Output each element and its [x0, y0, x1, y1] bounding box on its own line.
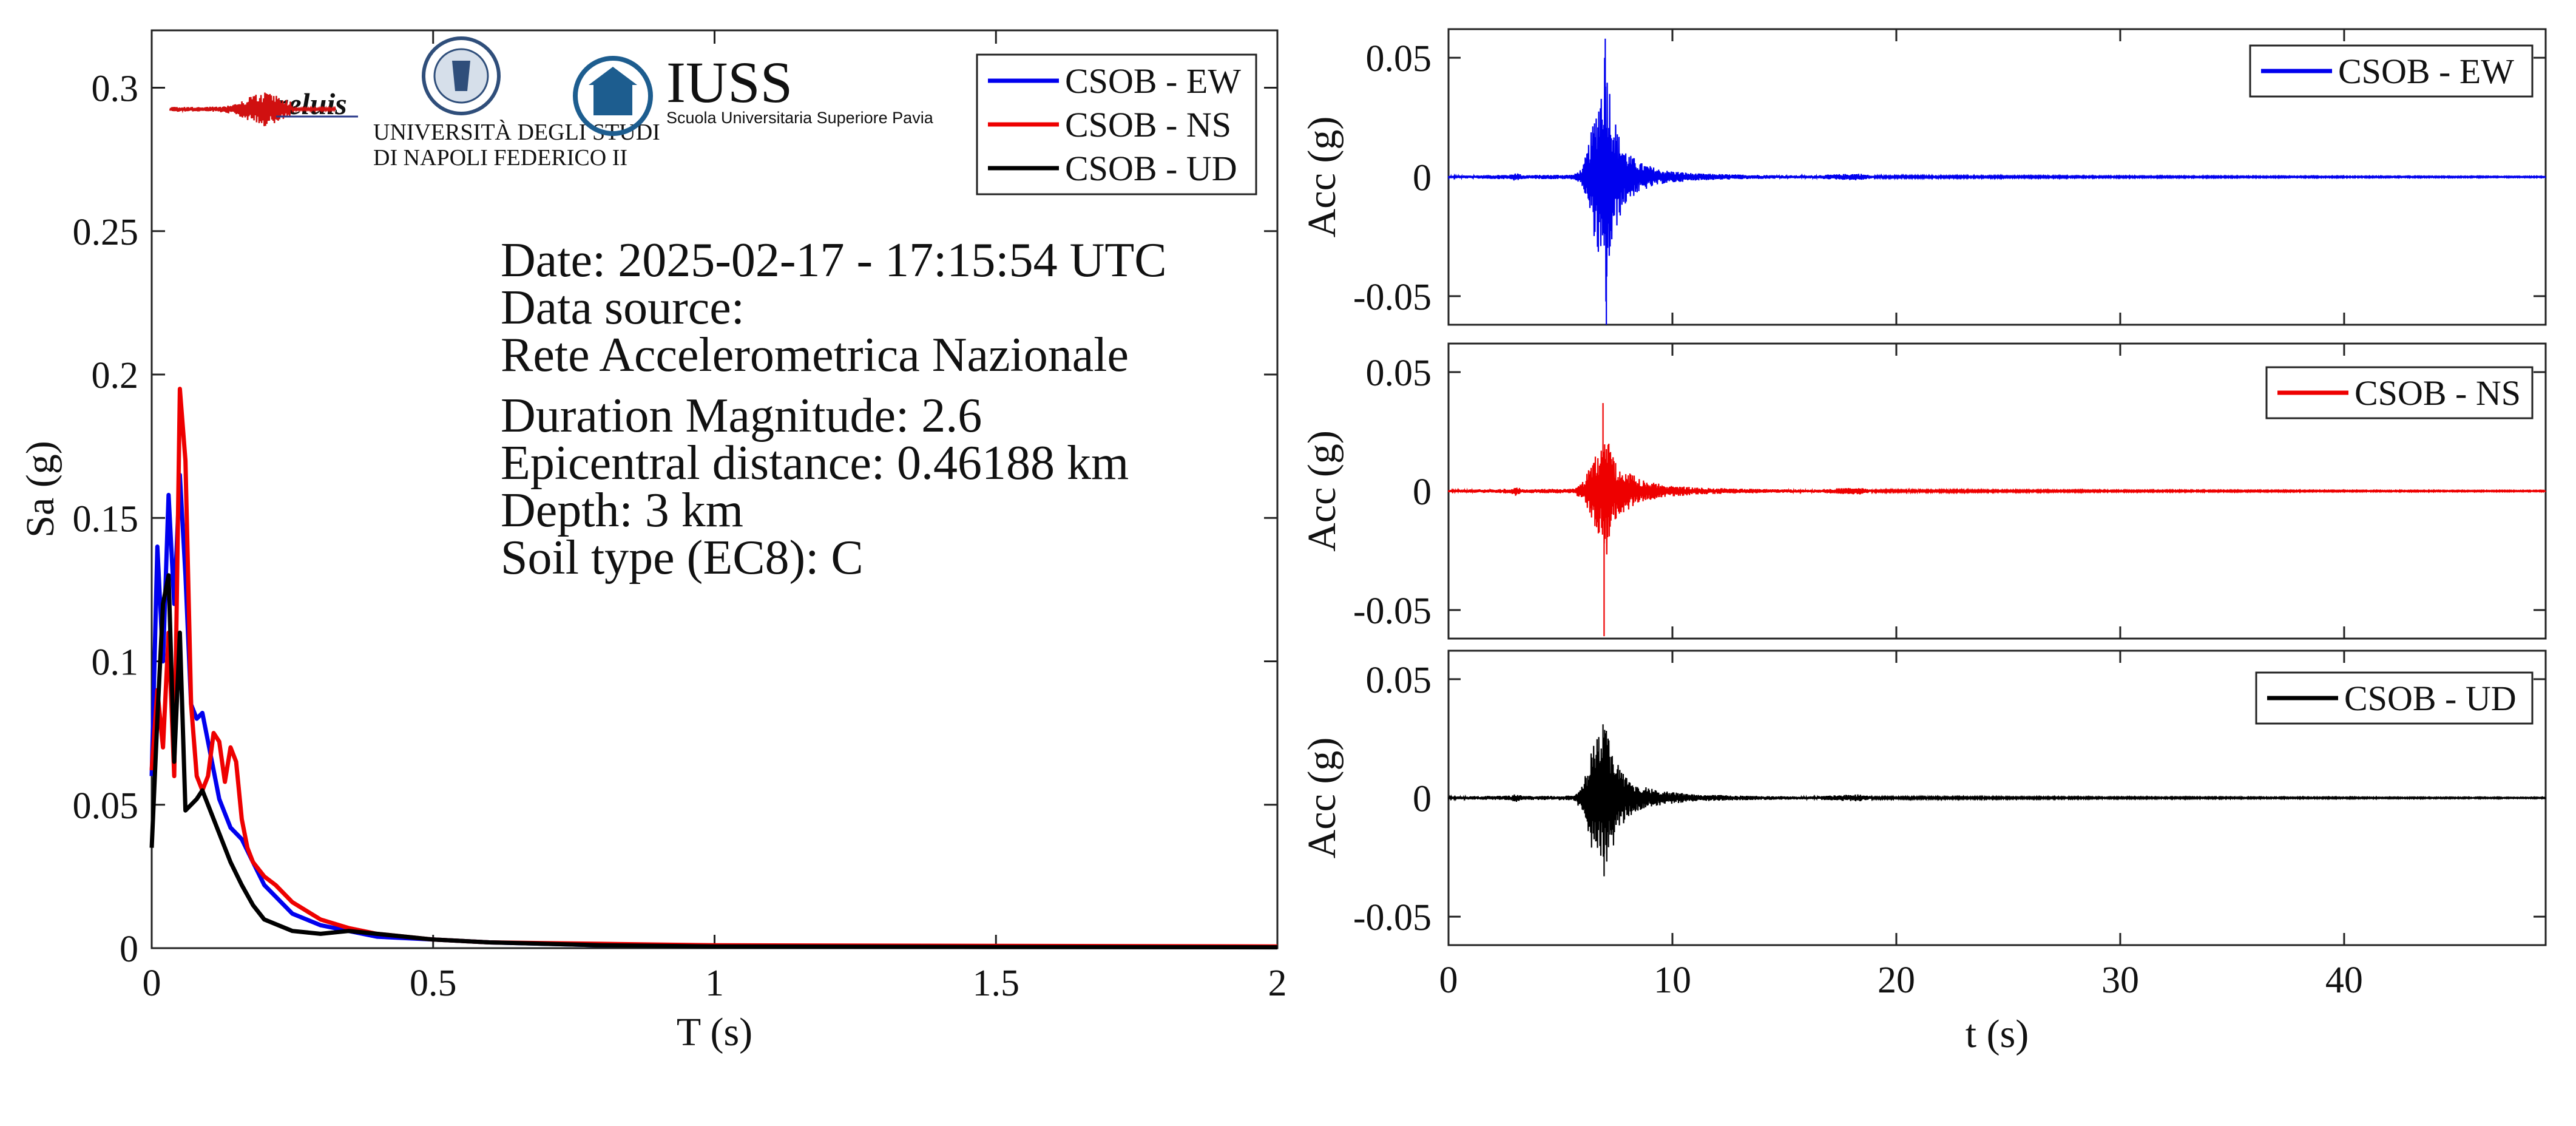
- y-tick-label: 0.1: [92, 642, 139, 683]
- legend-label: CSOB - NS: [2355, 373, 2521, 413]
- x-tick-label: 1.5: [973, 963, 1020, 1004]
- y-tick-label: 0: [1413, 158, 1432, 199]
- event-info: Date: 2025-02-17 - 17:15:54 UTC Data sou…: [501, 234, 1167, 585]
- info-epicentral-distance: Epicentral distance: 0.46188 km: [501, 436, 1129, 490]
- info-soil-type: Soil type (EC8): C: [501, 531, 864, 585]
- x-axis-label: t (s): [1966, 1012, 2029, 1056]
- y-tick-label: 0: [1413, 779, 1432, 820]
- info-data-source-label: Data source:: [501, 281, 745, 334]
- iuss-title: IUSS: [666, 50, 793, 115]
- x-tick-label: 2: [1268, 963, 1287, 1004]
- y-tick-label: 0.3: [92, 69, 139, 110]
- legend-label: CSOB - EW: [1065, 61, 1241, 101]
- info-date: Date: 2025-02-17 - 17:15:54 UTC: [501, 234, 1167, 287]
- x-tick-label: 0: [143, 963, 161, 1004]
- y-axis-label: Acc (g): [1300, 738, 1344, 859]
- waveform-ns: [1447, 403, 2546, 637]
- x-tick-label: 20: [1878, 960, 1915, 1001]
- x-tick-label: 40: [2325, 960, 2363, 1001]
- y-axis-label: Acc (g): [1300, 430, 1344, 552]
- acceleration-panel-ns: -0.05 0 0.05 Acc (g) CSOB - NS: [1300, 342, 2547, 640]
- spectrum-panel: 0 0.05 0.1 0.15 0.2 0.25 0.3 0 0.5 1 1.5 2 T (s) Sa (…: [18, 29, 1287, 1054]
- y-tick-label: -0.05: [1353, 591, 1432, 632]
- x-tick-label: 10: [1654, 960, 1691, 1001]
- legend-label: CSOB - EW: [2338, 52, 2514, 91]
- unina-text-line2: DI NAPOLI FEDERICO II: [373, 145, 627, 171]
- iuss-emblem-building: [593, 85, 632, 115]
- iuss-emblem-roof: [589, 67, 637, 85]
- y-tick-label: 0: [120, 929, 138, 970]
- reluis-logo: reluis: [169, 87, 358, 126]
- y-tick-label: 0.25: [73, 212, 139, 253]
- info-data-source: Rete Accelerometrica Nazionale: [501, 328, 1129, 382]
- y-tick-label: -0.05: [1353, 277, 1432, 318]
- series-line-ud: [149, 573, 1278, 950]
- x-tick-label: 1: [705, 963, 724, 1004]
- y-tick-label: 0.05: [1366, 38, 1432, 80]
- y-axis-label: Sa (g): [18, 441, 63, 537]
- y-tick-label: 0.15: [73, 498, 139, 540]
- iuss-subtitle: Scuola Universitaria Superiore Pavia: [666, 109, 934, 127]
- y-tick-label: 0: [1413, 472, 1432, 513]
- y-tick-label: 0.2: [92, 355, 139, 396]
- waveform-ew: [1447, 38, 2546, 325]
- y-tick-label: 0.05: [73, 785, 139, 827]
- reluis-wave-icon: [169, 92, 337, 126]
- iuss-emblem-icon: [573, 56, 653, 136]
- info-magnitude: Duration Magnitude: 2.6: [501, 389, 982, 443]
- y-tick-label: 0.05: [1366, 660, 1432, 701]
- y-axis-label: Acc (g): [1300, 117, 1344, 238]
- unina-seal-figure: [452, 61, 470, 91]
- x-tick-label: 30: [2101, 960, 2139, 1001]
- info-depth: Depth: 3 km: [501, 484, 743, 537]
- unina-seal-icon: [422, 36, 501, 115]
- x-axis-label: T (s): [677, 1010, 752, 1054]
- waveform-ud: [1447, 724, 2546, 877]
- legend-label: CSOB - UD: [2344, 679, 2517, 718]
- x-tick-label: 0.5: [410, 963, 457, 1004]
- legend-label: CSOB - NS: [1065, 105, 1231, 144]
- x-tick-label: 0: [1439, 960, 1458, 1001]
- acceleration-panel-ew: -0.05 0 0.05 Acc (g) CSOB - EW: [1300, 28, 2547, 326]
- iuss-logo: IUSS Scuola Universitaria Superiore Pavi…: [573, 50, 934, 136]
- y-tick-label: 0.05: [1366, 353, 1432, 394]
- legend-label: CSOB - UD: [1065, 149, 1237, 188]
- unina-logo: UNIVERSITÀ DEGLI STUDI DI NAPOLI FEDERIC…: [373, 36, 660, 171]
- y-tick-label: -0.05: [1353, 897, 1432, 938]
